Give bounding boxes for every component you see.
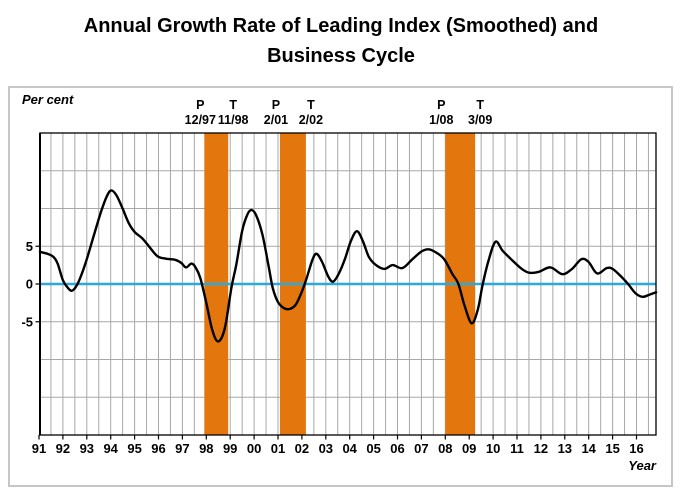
peak-date: 12/97 <box>185 113 216 127</box>
trough-letter: T <box>307 98 315 112</box>
y-tick-label: -5 <box>21 314 33 329</box>
x-tick-label: 08 <box>438 441 452 456</box>
peak-letter: P <box>272 98 280 112</box>
x-tick-label: 01 <box>271 441 285 456</box>
peak-letter: P <box>437 98 445 112</box>
trough-date: 3/09 <box>468 113 492 127</box>
x-tick-label: 93 <box>80 441 94 456</box>
trough-letter: T <box>229 98 237 112</box>
data-line <box>38 189 658 343</box>
peak-date: 2/01 <box>264 113 288 127</box>
x-tick-label: 16 <box>629 441 643 456</box>
x-tick-label: 14 <box>581 441 596 456</box>
chart-title-line2: Business Cycle <box>267 45 415 67</box>
x-tick-label: 06 <box>390 441 404 456</box>
x-tick-label: 10 <box>486 441 500 456</box>
x-tick-label: 95 <box>127 441 141 456</box>
trough-date: 11/98 <box>218 113 249 127</box>
x-tick-label: 96 <box>151 441 165 456</box>
y-axis-title: Per cent <box>22 92 74 107</box>
x-tick-label: 11 <box>510 441 524 456</box>
peak-letter: P <box>196 98 204 112</box>
y-tick-label: 5 <box>26 239 33 254</box>
x-tick-label: 02 <box>295 441 309 456</box>
chart-title: Annual Growth Rate of Leading Index (Smo… <box>0 11 682 71</box>
x-tick-label: 91 <box>32 441 46 456</box>
x-tick-label: 05 <box>366 441 380 456</box>
x-tick-label: 04 <box>342 441 357 456</box>
x-tick-label: 12 <box>534 441 548 456</box>
x-tick-label: 09 <box>462 441 476 456</box>
x-tick-label: 92 <box>56 441 70 456</box>
x-tick-label: 94 <box>103 441 118 456</box>
x-tick-label: 15 <box>605 441 619 456</box>
x-tick-label: 98 <box>199 441 213 456</box>
peak-date: 1/08 <box>429 113 453 127</box>
y-tick-label: 0 <box>26 277 33 292</box>
x-tick-label: 00 <box>247 441 261 456</box>
trough-date: 2/02 <box>299 113 323 127</box>
trough-letter: T <box>476 98 484 112</box>
x-tick-label: 97 <box>175 441 189 456</box>
x-tick-label: 03 <box>319 441 333 456</box>
x-axis-title: Year <box>628 458 656 473</box>
x-tick-label: 07 <box>414 441 428 456</box>
x-tick-label: 13 <box>558 441 572 456</box>
chart-title-line1: Annual Growth Rate of Leading Index (Smo… <box>83 15 599 37</box>
x-tick-label: 99 <box>223 441 237 456</box>
